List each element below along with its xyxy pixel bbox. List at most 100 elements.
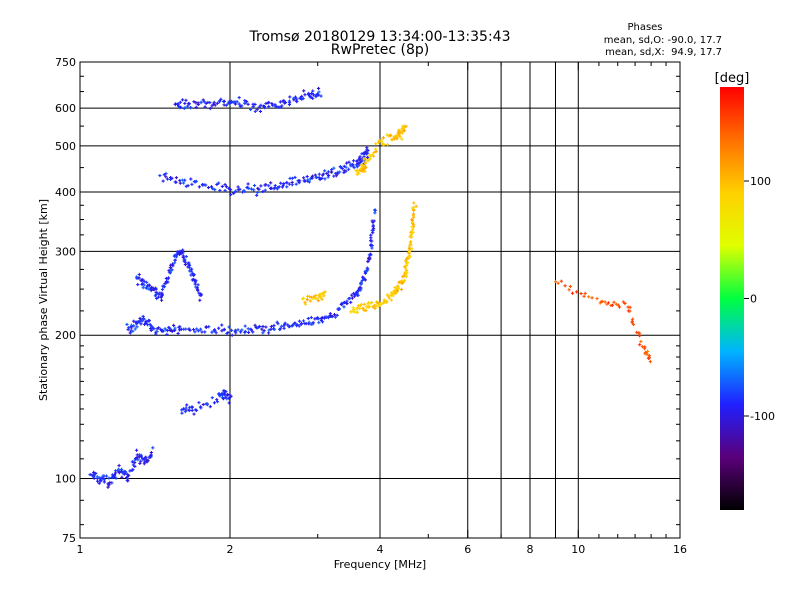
data-point	[385, 300, 389, 304]
data-point	[307, 93, 311, 97]
data-point	[637, 334, 642, 338]
data-point	[350, 296, 355, 300]
data-point	[295, 100, 299, 104]
data-point	[156, 295, 160, 299]
data-point	[616, 303, 620, 307]
data-point	[635, 330, 639, 334]
data-point	[138, 316, 142, 321]
data-point	[213, 188, 217, 192]
data-point	[287, 182, 291, 186]
y-tick-label: 300	[55, 245, 76, 258]
data-point	[310, 174, 315, 178]
data-point	[134, 456, 138, 461]
data-point	[374, 149, 378, 154]
data-point	[398, 135, 402, 139]
data-point	[227, 396, 231, 400]
data-point	[201, 98, 205, 102]
data-point	[142, 462, 146, 466]
data-point	[347, 167, 351, 171]
data-point	[272, 323, 276, 328]
data-point	[213, 103, 217, 107]
data-point	[184, 184, 188, 188]
data-point	[267, 104, 271, 109]
data-point	[272, 327, 277, 331]
data-point	[402, 128, 406, 132]
data-point	[142, 317, 146, 321]
data-point	[170, 262, 175, 266]
data-point	[363, 278, 367, 282]
data-point	[208, 106, 212, 111]
data-point	[603, 300, 607, 304]
grid	[80, 62, 680, 538]
data-point	[297, 324, 301, 328]
data-point	[215, 400, 220, 404]
data-point	[645, 349, 650, 353]
x-tick-label: 6	[464, 543, 471, 556]
data-point	[253, 109, 257, 113]
data-point	[200, 330, 204, 334]
data-point	[255, 190, 260, 195]
data-point	[293, 321, 297, 325]
data-point	[313, 173, 317, 177]
data-point	[369, 233, 373, 237]
data-point	[226, 102, 230, 106]
data-point	[322, 291, 326, 295]
data-point	[412, 201, 416, 205]
data-point	[230, 333, 234, 337]
data-point	[263, 188, 267, 192]
data-point	[335, 313, 339, 317]
data-point	[199, 406, 203, 410]
x-tick-label: 2	[227, 543, 234, 556]
data-point	[280, 185, 285, 189]
data-point	[302, 176, 306, 180]
data-point	[628, 305, 632, 309]
data-point	[352, 165, 356, 170]
data-point	[322, 294, 326, 298]
data-point	[269, 181, 273, 185]
data-point	[258, 109, 263, 114]
data-point	[314, 293, 318, 298]
data-point	[373, 211, 377, 215]
data-point	[282, 181, 286, 186]
data-point	[372, 219, 376, 223]
data-point	[257, 187, 261, 191]
axis-ticks	[79, 62, 681, 538]
data-point	[366, 302, 370, 306]
data-point	[243, 101, 247, 105]
data-point	[133, 327, 137, 331]
data-point	[369, 253, 373, 257]
data-point	[267, 331, 271, 335]
data-point	[326, 170, 331, 174]
data-point	[364, 165, 368, 170]
data-point	[285, 181, 289, 185]
data-point	[227, 186, 231, 190]
data-point	[342, 300, 347, 305]
data-point	[155, 329, 159, 334]
data-point	[388, 133, 393, 137]
data-point	[240, 104, 244, 108]
colorbar-label: [deg]	[715, 71, 750, 86]
data-point	[369, 300, 374, 305]
data-point	[133, 464, 137, 469]
data-point	[360, 163, 364, 167]
data-point	[217, 181, 221, 185]
data-point	[95, 475, 99, 479]
x-tick-label: 4	[377, 543, 384, 556]
data-point	[559, 279, 563, 283]
data-point	[349, 300, 353, 304]
data-point	[124, 471, 128, 475]
data-point	[252, 183, 257, 188]
data-point	[301, 296, 306, 300]
data-point	[196, 288, 200, 293]
data-point	[162, 285, 167, 289]
data-point	[193, 282, 197, 286]
data-point	[345, 299, 349, 303]
data-point	[188, 266, 192, 270]
data-point	[228, 393, 232, 397]
data-point	[165, 177, 170, 181]
data-point	[137, 272, 141, 277]
data-point	[261, 331, 265, 335]
data-point	[236, 328, 240, 332]
data-point	[407, 249, 412, 254]
data-point	[208, 405, 212, 409]
